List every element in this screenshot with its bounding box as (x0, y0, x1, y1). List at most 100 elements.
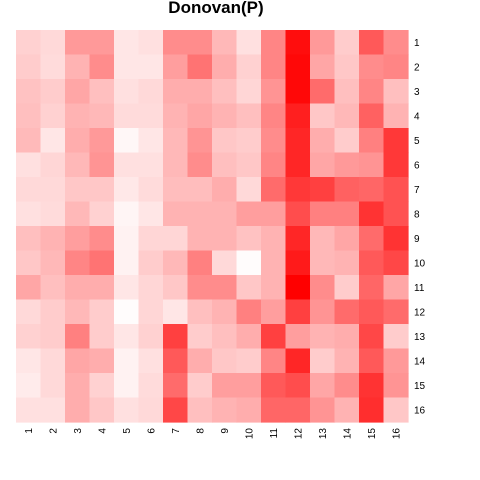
heatmap-cell-r5-c12 (285, 128, 311, 154)
heatmap-cell-r2-c8 (187, 54, 213, 80)
heatmap-cell-r1-c3 (65, 30, 91, 56)
heatmap-cell-r13-c9 (212, 324, 238, 350)
heatmap-cell-r14-c15 (359, 348, 385, 374)
heatmap-cell-r9-c2 (40, 226, 66, 252)
heatmap-cell-r10-c8 (187, 250, 213, 276)
heatmap-cell-r2-c14 (334, 54, 360, 80)
heatmap-cell-r5-c11 (261, 128, 287, 154)
heatmap-cell-r4-c16 (383, 103, 409, 129)
heatmap-cell-r2-c4 (89, 54, 115, 80)
heatmap-cell-r13-c14 (334, 324, 360, 350)
heatmap-cell-r14-c13 (310, 348, 336, 374)
heatmap-cell-r16-c16 (383, 397, 409, 423)
heatmap-cell-r14-c9 (212, 348, 238, 374)
heatmap-cell-r12-c8 (187, 299, 213, 325)
y-tick-label: 5 (414, 136, 420, 147)
heatmap-cell-r1-c1 (16, 30, 42, 56)
heatmap-cell-r14-c10 (236, 348, 262, 374)
heatmap-cell-r6-c5 (114, 152, 140, 178)
heatmap-cell-r8-c12 (285, 201, 311, 227)
heatmap-cell-r16-c10 (236, 397, 262, 423)
heatmap-cell-r5-c1 (16, 128, 42, 154)
heatmap-cell-r13-c4 (89, 324, 115, 350)
heatmap-cell-r2-c12 (285, 54, 311, 80)
heatmap-cell-r11-c12 (285, 275, 311, 301)
heatmap-cell-r4-c14 (334, 103, 360, 129)
heatmap-cell-r9-c6 (138, 226, 164, 252)
heatmap-cell-r13-c10 (236, 324, 262, 350)
heatmap-cell-r16-c1 (16, 397, 42, 423)
heatmap-cell-r12-c12 (285, 299, 311, 325)
heatmap-cell-r10-c11 (261, 250, 287, 276)
heatmap-cell-r5-c5 (114, 128, 140, 154)
heatmap-cell-r14-c7 (163, 348, 189, 374)
heatmap-cell-r3-c11 (261, 79, 287, 105)
heatmap-cell-r7-c8 (187, 177, 213, 203)
heatmap-cell-r6-c9 (212, 152, 238, 178)
heatmap-cell-r2-c9 (212, 54, 238, 80)
heatmap-cell-r9-c10 (236, 226, 262, 252)
x-tick-label: 6 (146, 428, 157, 434)
heatmap-cell-r3-c9 (212, 79, 238, 105)
heatmap-cell-r10-c16 (383, 250, 409, 276)
y-tick-label: 1 (414, 38, 420, 49)
heatmap-cell-r3-c13 (310, 79, 336, 105)
y-tick-label: 14 (414, 356, 426, 367)
heatmap-cell-r15-c6 (138, 373, 164, 399)
heatmap-cell-r15-c13 (310, 373, 336, 399)
heatmap-cell-r15-c9 (212, 373, 238, 399)
heatmap-cell-r13-c8 (187, 324, 213, 350)
y-tick-label: 7 (414, 185, 420, 196)
heatmap-cell-r7-c15 (359, 177, 385, 203)
heatmap-cell-r6-c7 (163, 152, 189, 178)
heatmap-cell-r14-c6 (138, 348, 164, 374)
chart-title: Donovan(P) (168, 0, 263, 17)
heatmap-cell-r15-c2 (40, 373, 66, 399)
heatmap-cell-r3-c10 (236, 79, 262, 105)
heatmap-cell-r12-c10 (236, 299, 262, 325)
y-tick-label: 13 (414, 332, 426, 343)
heatmap-cell-r4-c3 (65, 103, 91, 129)
heatmap-cell-r8-c16 (383, 201, 409, 227)
heatmap-cell-r10-c6 (138, 250, 164, 276)
heatmap-cell-r8-c1 (16, 201, 42, 227)
heatmap-cell-r1-c10 (236, 30, 262, 56)
heatmap-cell-r7-c5 (114, 177, 140, 203)
x-tick-label: 13 (318, 428, 329, 440)
heatmap-cell-r4-c7 (163, 103, 189, 129)
heatmap-cell-r6-c15 (359, 152, 385, 178)
heatmap-cell-r15-c14 (334, 373, 360, 399)
heatmap-cell-r14-c14 (334, 348, 360, 374)
heatmap-cell-r3-c3 (65, 79, 91, 105)
heatmap-cell-r1-c4 (89, 30, 115, 56)
heatmap-cell-r13-c3 (65, 324, 91, 350)
heatmap-cell-r9-c13 (310, 226, 336, 252)
heatmap-cell-r9-c7 (163, 226, 189, 252)
x-tick-label: 1 (24, 428, 35, 434)
heatmap-cell-r2-c1 (16, 54, 42, 80)
heatmap-cell-r13-c12 (285, 324, 311, 350)
heatmap-cell-r7-c16 (383, 177, 409, 203)
heatmap-cell-r5-c15 (359, 128, 385, 154)
heatmap-cell-r15-c16 (383, 373, 409, 399)
heatmap-cell-r7-c14 (334, 177, 360, 203)
heatmap-cell-r10-c9 (212, 250, 238, 276)
heatmap-cell-r13-c1 (16, 324, 42, 350)
heatmap-cell-r16-c2 (40, 397, 66, 423)
heatmap-cell-r10-c10 (236, 250, 262, 276)
heatmap-cell-r8-c11 (261, 201, 287, 227)
y-tick-label: 11 (414, 283, 425, 294)
y-tick-label: 6 (414, 160, 420, 171)
heatmap-cell-r11-c5 (114, 275, 140, 301)
heatmap-cell-r6-c3 (65, 152, 91, 178)
heatmap-cell-r11-c4 (89, 275, 115, 301)
heatmap-cell-r11-c6 (138, 275, 164, 301)
heatmap-cell-r14-c5 (114, 348, 140, 374)
heatmap-cell-r9-c4 (89, 226, 115, 252)
heatmap-cell-r9-c14 (334, 226, 360, 252)
heatmap-cell-r3-c4 (89, 79, 115, 105)
heatmap-cell-r11-c1 (16, 275, 42, 301)
x-tick-label: 5 (122, 428, 133, 434)
heatmap-cell-r11-c15 (359, 275, 385, 301)
heatmap-cell-r1-c6 (138, 30, 164, 56)
